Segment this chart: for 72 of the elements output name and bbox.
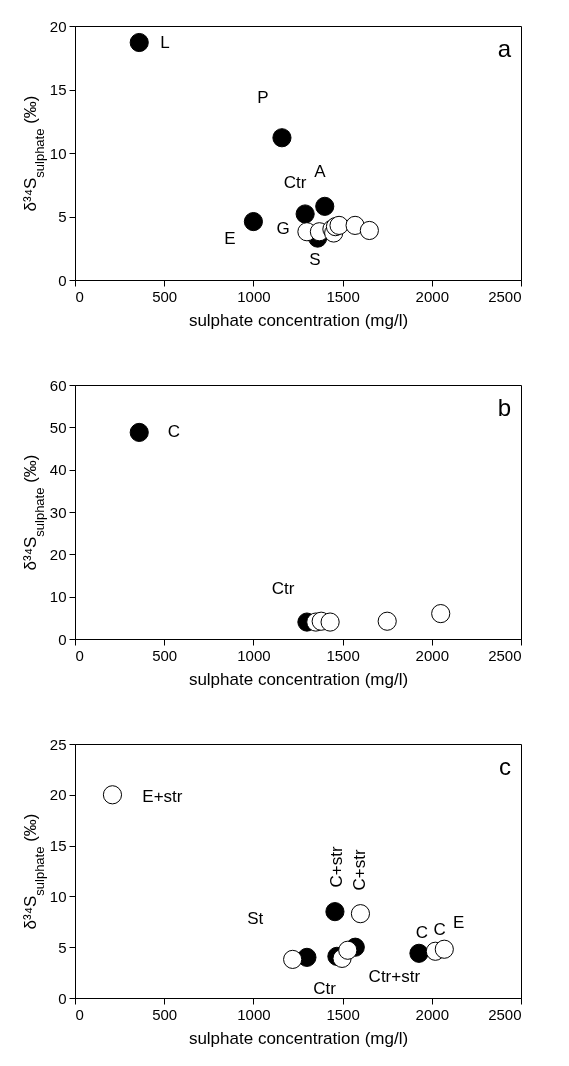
y-tick-label: 10 xyxy=(49,887,67,905)
y-tick-label: 15 xyxy=(49,837,67,855)
x-tick-label: 2000 xyxy=(415,287,449,305)
annotation: L xyxy=(160,32,170,52)
annotation: Ctr xyxy=(271,579,295,599)
x-axis-title: sulphate concentration (mg/l) xyxy=(188,1028,409,1048)
x-tick-label: 1500 xyxy=(326,646,360,664)
y-tick-label: 20 xyxy=(49,786,67,804)
y-tick-label: 0 xyxy=(58,271,67,289)
annotation: C xyxy=(415,922,429,942)
annotation: A xyxy=(314,162,327,182)
y-tick-label: 15 xyxy=(49,81,67,98)
x-tick-label: 2500 xyxy=(488,1005,522,1023)
y-tick-label: 10 xyxy=(49,144,67,162)
x-tick-label: 2000 xyxy=(415,1005,449,1023)
point xyxy=(338,940,358,960)
y-tick-label: 0 xyxy=(58,630,67,648)
y-tick-label: 10 xyxy=(49,588,67,606)
point xyxy=(325,902,345,922)
y-tick-label: 30 xyxy=(49,503,67,521)
x-tick-label: 2500 xyxy=(488,287,522,305)
x-axis-title: sulphate concentration (mg/l) xyxy=(188,310,409,330)
annotation: C xyxy=(433,919,446,939)
y-tick-label: 20 xyxy=(49,545,67,563)
annotation: a xyxy=(497,35,512,62)
x-tick-label: 500 xyxy=(152,1005,178,1023)
y-tick-label: 60 xyxy=(49,376,67,394)
annotation: Ctr xyxy=(283,173,307,193)
annotation: St xyxy=(247,908,264,928)
y-tick-label: 0 xyxy=(58,989,67,1007)
x-tick-label: 1000 xyxy=(237,646,271,664)
annotation: S xyxy=(309,249,321,269)
x-tick-label: 0 xyxy=(75,646,84,664)
y-tick-label: 5 xyxy=(58,938,67,956)
annotation: c xyxy=(499,753,511,780)
x-tick-label: 0 xyxy=(75,1005,84,1023)
x-tick-label: 0 xyxy=(75,287,84,305)
point xyxy=(283,949,303,969)
y-tick-label: 40 xyxy=(49,461,67,479)
y-tick-label: 50 xyxy=(49,418,67,436)
annotation: G xyxy=(276,219,290,239)
annotation: C+str xyxy=(326,846,346,888)
annotation: C+str xyxy=(350,849,370,891)
annotation: b xyxy=(497,394,511,421)
x-tick-label: 1000 xyxy=(237,287,271,305)
point xyxy=(129,32,149,53)
annotation: E+str xyxy=(142,786,183,806)
y-tick-label: 5 xyxy=(58,208,67,225)
point xyxy=(243,212,263,232)
point xyxy=(272,128,292,148)
point xyxy=(129,422,149,442)
annotation: E xyxy=(452,912,465,932)
point xyxy=(295,204,315,224)
point xyxy=(434,939,454,959)
y-tick-label: 20 xyxy=(49,17,67,35)
annotation: Ctr xyxy=(313,978,337,998)
point xyxy=(320,612,340,632)
annotation: Ctr+str xyxy=(368,966,421,986)
x-tick-label: 2500 xyxy=(488,646,522,664)
x-tick-label: 1500 xyxy=(326,1005,360,1023)
annotation: E xyxy=(224,229,236,249)
x-tick-label: 2000 xyxy=(415,646,449,664)
point xyxy=(409,943,429,963)
x-axis-title: sulphate concentration (mg/l) xyxy=(188,669,409,689)
x-tick-label: 500 xyxy=(152,646,178,664)
annotation: P xyxy=(257,88,269,108)
x-tick-label: 500 xyxy=(152,287,178,305)
annotation: C xyxy=(167,422,181,442)
x-tick-label: 1500 xyxy=(326,287,360,305)
point xyxy=(315,196,335,216)
y-tick-label: 25 xyxy=(49,735,67,753)
x-tick-label: 1000 xyxy=(237,1005,271,1023)
